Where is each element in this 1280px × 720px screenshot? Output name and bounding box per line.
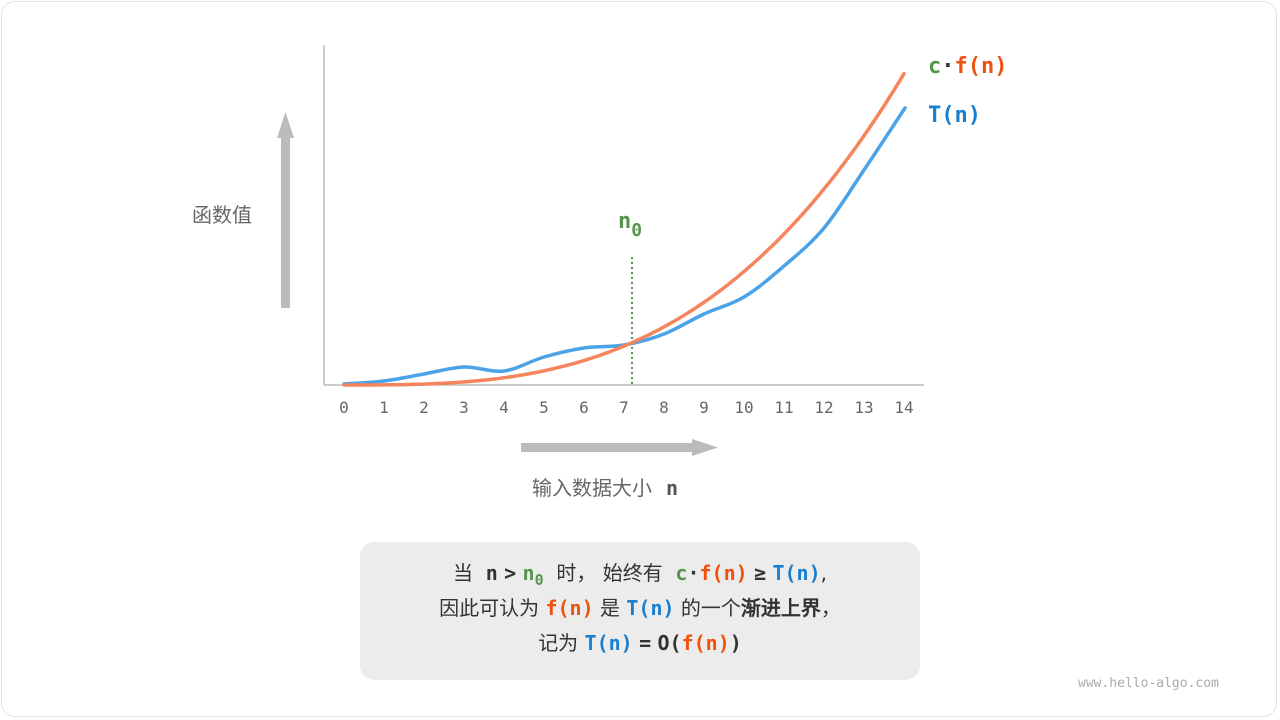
x-tick-label: 7	[619, 398, 629, 417]
x-tick-label: 4	[499, 398, 509, 417]
caption-box: 当 n > n0 时， 始终有 c·f(n) ≥ T(n), 因此可认为 f(n…	[360, 542, 920, 680]
up-arrow-icon	[277, 112, 294, 308]
x-tick-labels: 0 1 2 3 4 5 6 7 8 9 10 11 12 13 14	[339, 398, 913, 417]
right-arrow-icon	[521, 439, 718, 456]
legend-c-f-n: c·f(n)	[928, 54, 1007, 79]
x-tick-label: 1	[379, 398, 389, 417]
x-tick-label: 6	[579, 398, 589, 417]
x-tick-label: 10	[734, 398, 753, 417]
caption-line-1: 当 n > n0 时， 始终有 c·f(n) ≥ T(n),	[453, 561, 827, 589]
x-axis-label: 输入数据大小 n	[532, 476, 678, 500]
x-tick-label: 11	[774, 398, 793, 417]
x-tick-label: 5	[539, 398, 549, 417]
x-tick-label: 0	[339, 398, 349, 417]
y-axis-label: 函数值	[192, 203, 252, 227]
x-tick-label: 3	[459, 398, 469, 417]
legend-t-n: T(n)	[928, 103, 981, 128]
x-tick-label: 2	[419, 398, 429, 417]
x-tick-label: 8	[659, 398, 669, 417]
n0-label: n0	[618, 209, 642, 241]
watermark: www.hello-algo.com	[1078, 676, 1219, 691]
x-tick-label: 12	[814, 398, 833, 417]
x-tick-label: 14	[894, 398, 913, 417]
c-f-of-n-curve	[342, 71, 906, 387]
caption-line-3: 记为 T(n) = O(f(n))	[538, 631, 742, 655]
caption-line-2: 因此可认为 f(n) 是 T(n) 的一个渐进上界，	[439, 596, 841, 620]
x-tick-label: 13	[854, 398, 873, 417]
t-of-n-curve	[342, 106, 907, 386]
x-tick-label: 9	[699, 398, 709, 417]
